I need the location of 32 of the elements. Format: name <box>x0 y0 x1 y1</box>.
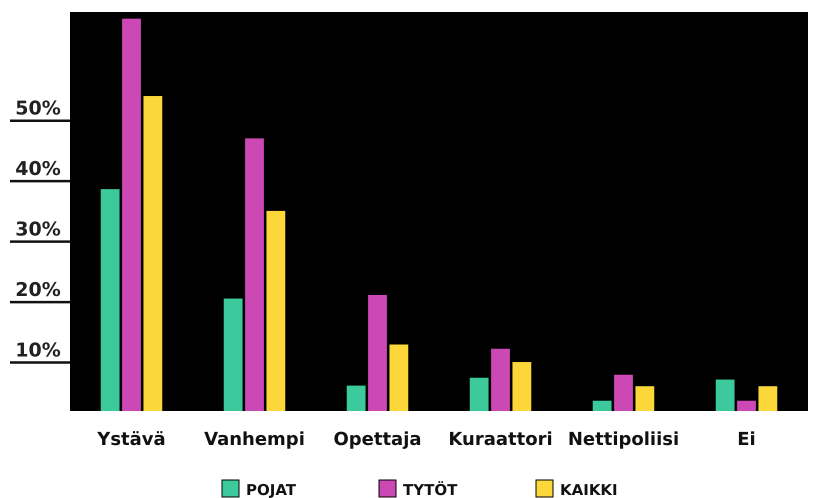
legend-label: POJAT <box>246 481 297 498</box>
bar <box>758 386 778 411</box>
legend-label: TYTÖT <box>403 481 458 498</box>
bar <box>592 400 612 411</box>
y-tick-label: 20% <box>15 279 61 302</box>
bar <box>368 294 387 411</box>
bar <box>245 138 264 411</box>
bar <box>614 374 633 411</box>
x-tick-label: Kuraattori <box>448 429 553 450</box>
bar <box>512 362 532 411</box>
x-tick-label: Opettaja <box>333 429 422 450</box>
x-tick-label: Ystävä <box>96 429 166 450</box>
legend-label: KAIKKI <box>560 481 618 498</box>
bar <box>346 386 366 411</box>
bar <box>470 378 489 411</box>
bar <box>389 344 408 411</box>
bar <box>100 189 120 411</box>
x-tick-label: Ei <box>737 429 756 450</box>
bar <box>635 386 654 411</box>
bar <box>143 96 162 411</box>
bar <box>716 380 735 411</box>
y-tick-label: 10% <box>15 340 61 362</box>
bar <box>491 348 510 411</box>
x-tick-label: Vanhempi <box>204 429 305 450</box>
bar <box>224 298 243 411</box>
y-tick-label: 50% <box>15 98 61 120</box>
bar <box>122 18 141 411</box>
bar <box>737 400 756 411</box>
x-tick-label: Nettipoliisi <box>568 429 680 450</box>
y-tick-label: 30% <box>15 218 61 241</box>
y-tick-label: 40% <box>15 158 61 180</box>
bar <box>266 210 286 411</box>
